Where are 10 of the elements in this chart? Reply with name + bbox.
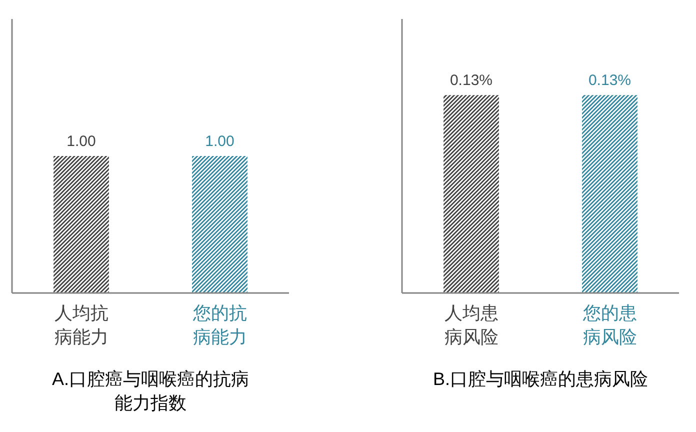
- text: B.口腔与咽喉癌的患病风险: [432, 368, 649, 391]
- data-label: 0.13%: [450, 72, 493, 90]
- x-tick-label: 您的抗病能力: [192, 302, 248, 349]
- text: A.口腔癌与咽喉癌的抗病能力指数: [50, 368, 250, 415]
- x-tick-label: 人均抗病能力: [53, 302, 110, 349]
- data-label: 0.13%: [588, 72, 632, 90]
- x-tick-label: 您的患病风险: [582, 302, 638, 349]
- data-label: 1.00: [205, 133, 234, 150]
- data-label: 1.00: [66, 133, 96, 150]
- x-tick-label: 人均患病风险: [443, 302, 500, 349]
